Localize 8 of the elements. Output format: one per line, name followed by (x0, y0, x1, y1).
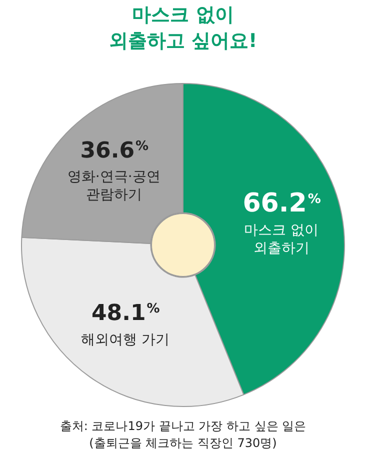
data-label: 48.1% (91, 300, 160, 326)
data-label: 66.2% (242, 188, 321, 219)
slice-label: 영화·연극·공연 관람하기 (67, 169, 160, 204)
slice-label: 마스크 없이 외출하기 (244, 222, 319, 256)
slice-label: 해외여행 가기 (80, 332, 170, 348)
chart-title: 마스크 없이 외출하고 싶어요! (108, 3, 258, 54)
data-label: 36.6% (80, 138, 149, 164)
source-note: 출처: 코로나19가 끝나고 가장 하고 싶은 일은 (출퇴근을 체크하는 직장인 730명) (58, 418, 308, 452)
